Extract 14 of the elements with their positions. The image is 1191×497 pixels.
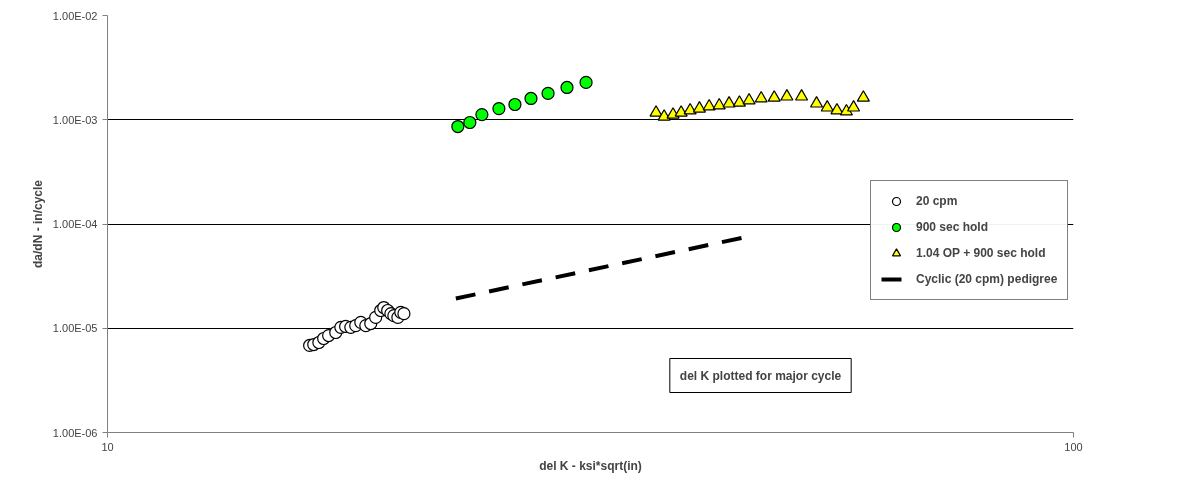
y-axis-title: da/dN - in/cycle: [30, 179, 45, 269]
y-tick-label: 1.00E-02: [52, 9, 98, 22]
y-tick-label: 1.00E-03: [52, 113, 98, 126]
x-tick-label: 100: [1064, 440, 1083, 453]
legend-label: Cyclic (20 cpm) pedigree: [916, 272, 1058, 286]
legend-label: 20 cpm: [916, 194, 958, 208]
annotation: del K plotted for major cycle: [679, 368, 842, 383]
x-axis-title: del K - ksi*sqrt(in): [539, 458, 642, 473]
x-tick-label: 10: [101, 440, 114, 453]
legend-label: 1.04 OP + 900 sec hold: [916, 246, 1046, 260]
y-tick-label: 1.00E-05: [52, 322, 98, 335]
y-tick-label: 1.00E-06: [52, 426, 98, 439]
y-tick-label: 1.00E-04: [52, 218, 98, 230]
legend-label: 900 sec hold: [916, 220, 989, 234]
